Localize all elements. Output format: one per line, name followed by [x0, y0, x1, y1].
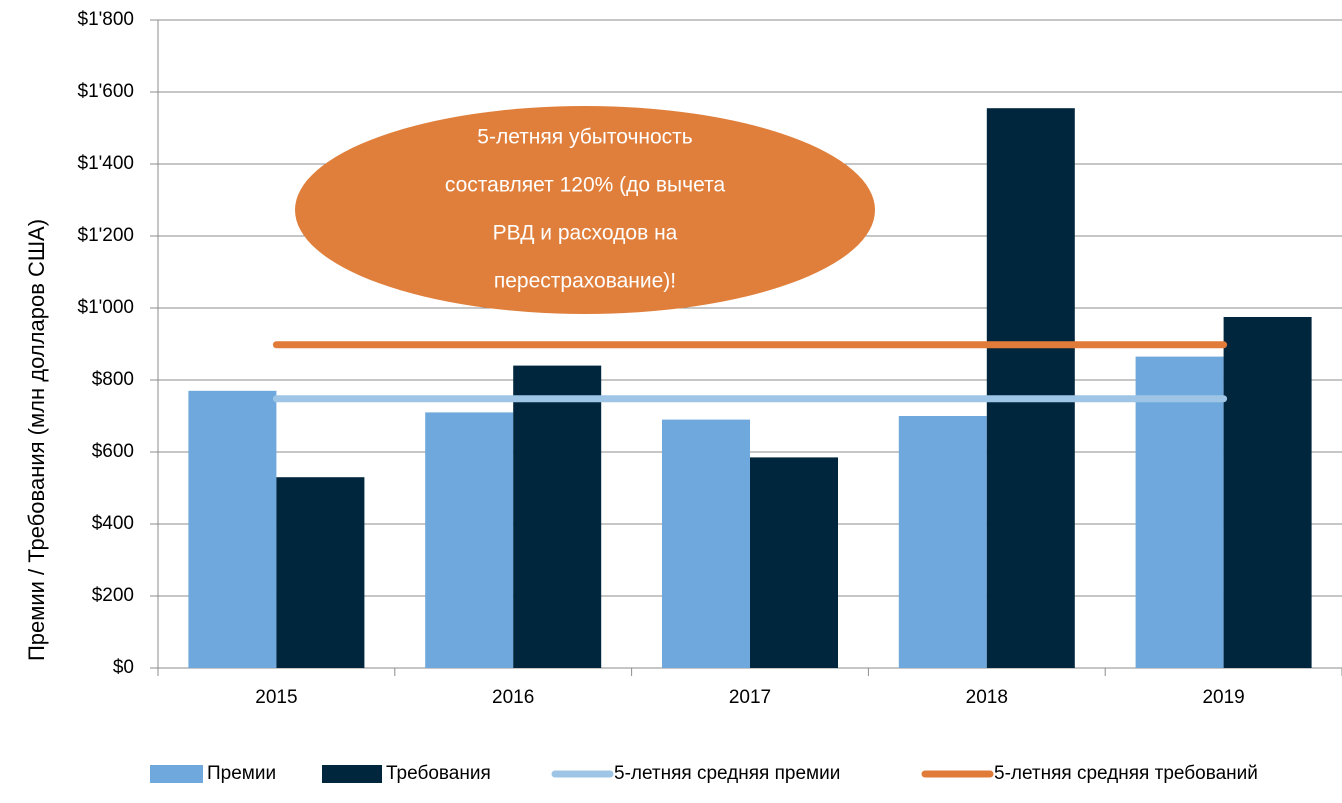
annotation-text: 5-летняя убыточность — [477, 126, 692, 149]
y-tick-label: $1'400 — [78, 153, 134, 174]
x-tick-label: 2017 — [729, 687, 771, 708]
y-tick-label: $0 — [113, 657, 134, 678]
y-tick-label: $1'000 — [78, 297, 134, 318]
bar — [986, 108, 1075, 668]
bar — [425, 412, 514, 668]
x-tick-label: 2019 — [1202, 687, 1244, 708]
y-tick-label: $200 — [92, 585, 134, 606]
bar — [898, 416, 987, 668]
y-tick-label: $1'800 — [78, 9, 134, 30]
y-tick-label: $600 — [92, 441, 134, 462]
annotation-text: составляет 120% (до вычета — [445, 174, 726, 197]
bar — [188, 390, 277, 668]
bar — [276, 477, 365, 668]
y-axis-label: Премии / Требования (млн долларов США) — [24, 219, 49, 661]
legend-label: 5-летняя средняя премии — [614, 763, 840, 784]
legend-label: 5-летняя средняя требований — [994, 763, 1258, 784]
bar — [662, 419, 750, 668]
x-tick-label: 2016 — [492, 687, 534, 708]
legend-label: Требования — [386, 763, 491, 784]
legend-swatch — [322, 765, 382, 783]
y-tick-label: $800 — [92, 369, 134, 390]
annotation-text: РВД и расходов на — [493, 222, 678, 245]
legend-label: Премии — [207, 763, 276, 784]
bar — [750, 457, 838, 668]
annotation-text: перестрахование)! — [494, 270, 676, 293]
bar — [513, 365, 602, 668]
y-tick-label: $1'200 — [78, 225, 134, 246]
bar — [1135, 356, 1224, 668]
bar — [1223, 317, 1312, 668]
x-tick-label: 2015 — [255, 687, 297, 708]
legend-swatch — [150, 765, 203, 783]
y-tick-label: $1'600 — [78, 81, 134, 102]
annotation-bubble — [295, 106, 875, 314]
x-tick-label: 2018 — [966, 687, 1008, 708]
y-tick-label: $400 — [92, 513, 134, 534]
